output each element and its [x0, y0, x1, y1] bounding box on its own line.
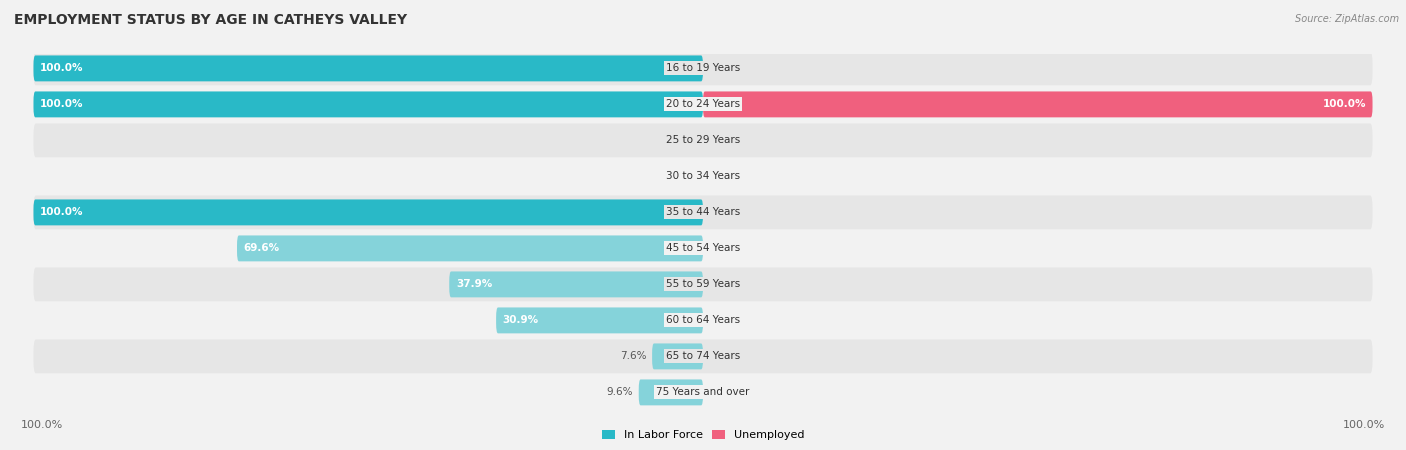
Text: 35 to 44 Years: 35 to 44 Years [666, 207, 740, 217]
Text: 16 to 19 Years: 16 to 19 Years [666, 63, 740, 73]
FancyBboxPatch shape [652, 343, 703, 369]
FancyBboxPatch shape [34, 339, 1372, 374]
FancyBboxPatch shape [34, 159, 1372, 194]
FancyBboxPatch shape [34, 231, 1372, 266]
FancyBboxPatch shape [34, 91, 703, 117]
FancyBboxPatch shape [703, 91, 1372, 117]
FancyBboxPatch shape [34, 87, 1372, 122]
Text: 0.0%: 0.0% [713, 63, 740, 73]
Text: 0.0%: 0.0% [666, 135, 693, 145]
Text: 65 to 74 Years: 65 to 74 Years [666, 351, 740, 361]
Text: 100.0%: 100.0% [21, 420, 63, 430]
Text: Source: ZipAtlas.com: Source: ZipAtlas.com [1295, 14, 1399, 23]
FancyBboxPatch shape [34, 375, 1372, 410]
FancyBboxPatch shape [496, 307, 703, 333]
FancyBboxPatch shape [34, 303, 1372, 338]
FancyBboxPatch shape [34, 267, 1372, 302]
Text: 0.0%: 0.0% [713, 279, 740, 289]
Text: 0.0%: 0.0% [713, 135, 740, 145]
FancyBboxPatch shape [638, 379, 703, 405]
Text: 75 Years and over: 75 Years and over [657, 387, 749, 397]
Text: 55 to 59 Years: 55 to 59 Years [666, 279, 740, 289]
Text: 20 to 24 Years: 20 to 24 Years [666, 99, 740, 109]
Text: 100.0%: 100.0% [41, 63, 84, 73]
FancyBboxPatch shape [34, 55, 703, 81]
FancyBboxPatch shape [34, 123, 1372, 158]
Text: 25 to 29 Years: 25 to 29 Years [666, 135, 740, 145]
FancyBboxPatch shape [34, 195, 1372, 230]
Text: 30.9%: 30.9% [503, 315, 538, 325]
Text: 0.0%: 0.0% [713, 207, 740, 217]
Legend: In Labor Force, Unemployed: In Labor Force, Unemployed [602, 429, 804, 440]
Text: 100.0%: 100.0% [41, 207, 84, 217]
Text: 30 to 34 Years: 30 to 34 Years [666, 171, 740, 181]
Text: 100.0%: 100.0% [1343, 420, 1385, 430]
Text: 9.6%: 9.6% [607, 387, 633, 397]
Text: 0.0%: 0.0% [713, 315, 740, 325]
FancyBboxPatch shape [34, 51, 1372, 86]
Text: 0.0%: 0.0% [713, 351, 740, 361]
Text: 7.6%: 7.6% [620, 351, 647, 361]
FancyBboxPatch shape [34, 199, 703, 225]
Text: 45 to 54 Years: 45 to 54 Years [666, 243, 740, 253]
Text: 0.0%: 0.0% [713, 387, 740, 397]
Text: 100.0%: 100.0% [41, 99, 84, 109]
Text: EMPLOYMENT STATUS BY AGE IN CATHEYS VALLEY: EMPLOYMENT STATUS BY AGE IN CATHEYS VALL… [14, 14, 408, 27]
FancyBboxPatch shape [238, 235, 703, 261]
Text: 0.0%: 0.0% [666, 171, 693, 181]
Text: 60 to 64 Years: 60 to 64 Years [666, 315, 740, 325]
Text: 0.0%: 0.0% [713, 171, 740, 181]
Text: 100.0%: 100.0% [1322, 99, 1365, 109]
FancyBboxPatch shape [450, 271, 703, 297]
Text: 0.0%: 0.0% [713, 243, 740, 253]
Text: 37.9%: 37.9% [456, 279, 492, 289]
Text: 69.6%: 69.6% [243, 243, 280, 253]
